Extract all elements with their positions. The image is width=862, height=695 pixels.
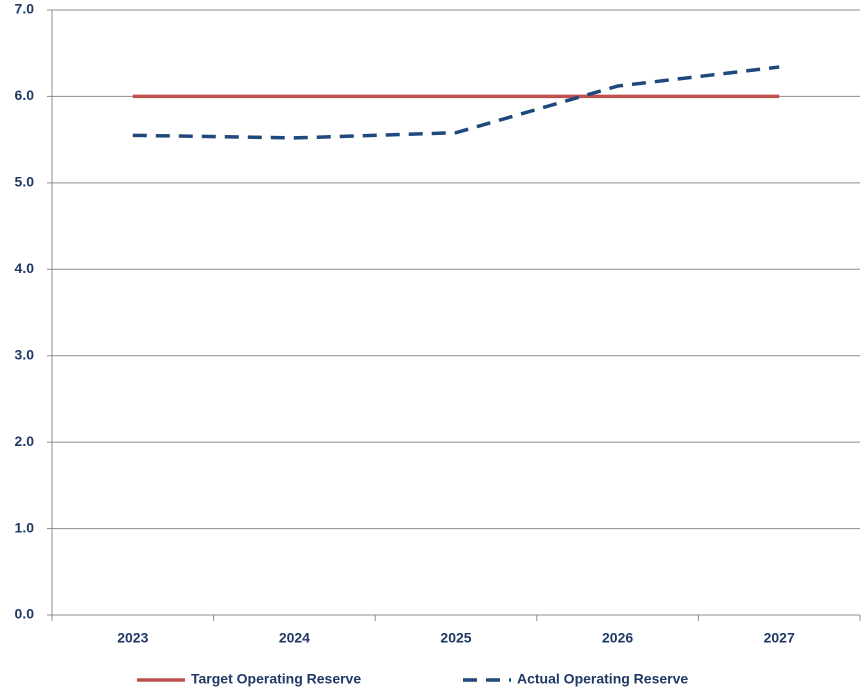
y-tick-label: 2.0	[15, 433, 35, 449]
x-tick-label: 2024	[279, 630, 310, 646]
x-tick-label: 2027	[764, 630, 795, 646]
x-tick-label: 2023	[117, 630, 148, 646]
y-tick-label: 7.0	[15, 1, 35, 17]
y-tick-label: 5.0	[15, 174, 35, 190]
y-tick-label: 3.0	[15, 346, 35, 362]
x-tick-label: 2026	[602, 630, 633, 646]
y-tick-label: 1.0	[15, 519, 35, 535]
x-tick-label: 2025	[440, 630, 471, 646]
series-line	[132, 65, 780, 140]
y-tick-label: 6.0	[15, 87, 35, 103]
y-tick-label: 4.0	[15, 260, 35, 276]
legend-label: Target Operating Reserve	[191, 671, 361, 687]
y-tick-label: 0.0	[15, 606, 35, 622]
legend-label: Actual Operating Reserve	[517, 671, 688, 687]
